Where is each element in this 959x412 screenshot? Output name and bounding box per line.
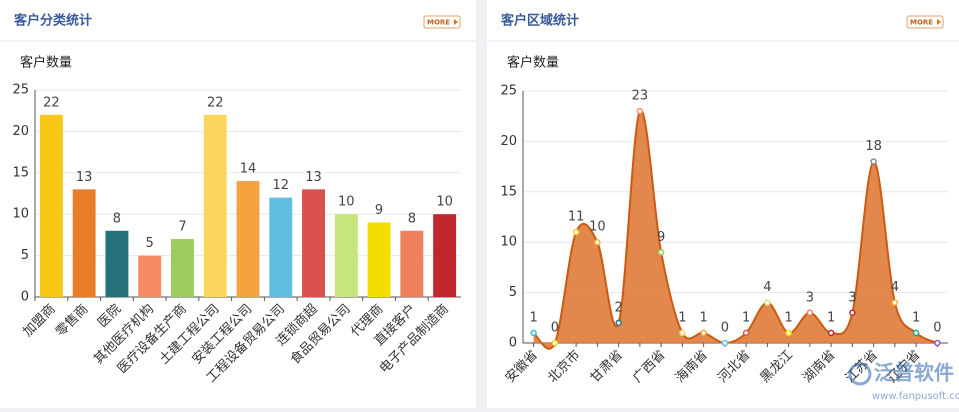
point	[721, 339, 729, 347]
bar	[236, 181, 260, 297]
value-label: 12	[272, 178, 289, 193]
value-label: 9	[657, 230, 665, 245]
more-button[interactable]	[906, 15, 944, 29]
value-label: 8	[113, 211, 121, 226]
watermark-url: www.fanpusoft.com	[872, 391, 959, 402]
more-arrow	[454, 19, 458, 25]
value-label: 1	[699, 310, 707, 325]
point	[742, 329, 750, 337]
y-axis-title: 客户数量	[507, 55, 559, 71]
value-label: 18	[865, 139, 882, 154]
bar	[302, 189, 326, 297]
value-label: 22	[43, 95, 60, 110]
value-label: 0	[551, 321, 559, 336]
point	[764, 299, 771, 306]
value-label: 1	[912, 310, 920, 325]
value-label: 1	[678, 310, 686, 325]
y-axis-title: 客户数量	[20, 55, 72, 71]
bar	[39, 114, 63, 297]
value-label: 1	[784, 310, 792, 325]
bar	[170, 239, 194, 297]
value-label: 4	[891, 280, 899, 295]
value-label: 14	[240, 162, 257, 177]
value-label: 1	[827, 310, 835, 325]
point	[806, 309, 814, 317]
point	[849, 309, 856, 317]
bar	[105, 230, 129, 297]
value-label: 1	[742, 310, 750, 325]
y-tick-label: 25	[500, 84, 517, 99]
point	[679, 329, 686, 337]
more-button[interactable]	[423, 15, 461, 29]
bar	[138, 255, 162, 297]
value-label: 2	[614, 300, 622, 315]
y-tick-label: 5	[21, 248, 29, 263]
bar	[367, 222, 391, 297]
y-tick-label: 20	[12, 124, 29, 139]
point	[934, 339, 941, 347]
panel-title: 客户区域统计	[501, 13, 579, 29]
value-label: 22	[207, 95, 224, 110]
more-arrow	[937, 19, 941, 25]
area	[533, 110, 938, 349]
value-label: 10	[436, 195, 453, 210]
point	[827, 329, 835, 337]
watermark-brand: 泛普软件	[874, 361, 954, 385]
point	[785, 329, 792, 337]
point	[891, 299, 899, 306]
point	[594, 238, 601, 246]
value-label: 1	[529, 310, 537, 325]
value-label: 23	[632, 89, 649, 104]
point	[657, 249, 665, 256]
value-label: 7	[178, 220, 186, 235]
value-label: 0	[721, 321, 729, 336]
y-tick-label: 15	[500, 184, 517, 199]
more-label[interactable]: MORE	[910, 19, 933, 27]
watermark-logo	[848, 362, 872, 386]
bar	[72, 189, 96, 297]
point	[551, 339, 559, 347]
value-label: 5	[146, 236, 154, 251]
bar	[203, 114, 227, 297]
value-label: 9	[375, 203, 383, 218]
y-tick-label: 10	[500, 235, 517, 250]
bar	[400, 230, 424, 297]
value-label: 10	[338, 195, 355, 210]
y-tick-label: 10	[12, 207, 29, 222]
y-tick-label: 5	[509, 285, 517, 300]
y-tick-label: 25	[12, 83, 29, 98]
point	[530, 329, 537, 337]
value-label: 13	[305, 170, 322, 185]
point	[700, 329, 707, 337]
y-tick-label: 15	[12, 165, 29, 180]
point	[572, 228, 580, 236]
value-label: 8	[408, 211, 416, 226]
y-tick-label: 20	[500, 134, 517, 149]
value-label: 3	[806, 290, 814, 305]
y-tick-label: 0	[509, 336, 517, 351]
point	[615, 319, 622, 327]
bar	[433, 214, 457, 297]
panel-title: 客户分类统计	[14, 13, 92, 29]
bar	[334, 214, 358, 297]
value-label: 10	[589, 220, 606, 235]
point	[912, 329, 920, 337]
y-tick-label: 0	[21, 290, 29, 305]
value-label: 11	[568, 210, 585, 225]
value-label: 13	[76, 170, 93, 185]
more-label[interactable]: MORE	[427, 19, 450, 27]
point	[870, 158, 877, 165]
bar	[269, 197, 293, 297]
point	[636, 107, 644, 115]
watermark: 泛普软件 www.fanpusoft.com	[848, 361, 959, 402]
value-label: 0	[933, 321, 941, 336]
value-label: 4	[763, 280, 771, 295]
value-label: 3	[848, 290, 856, 305]
